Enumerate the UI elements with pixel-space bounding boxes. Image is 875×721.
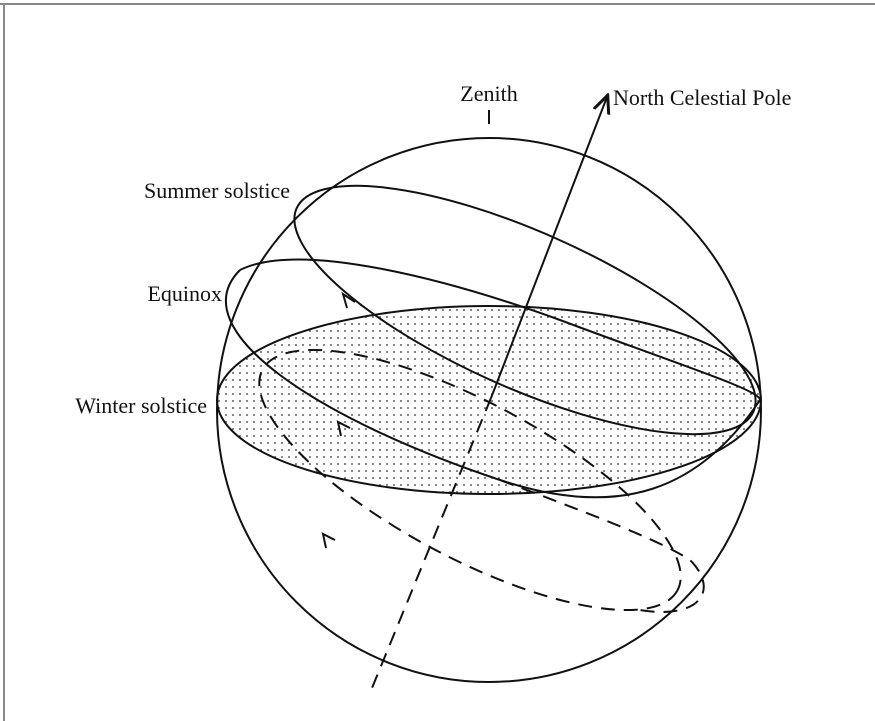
winter-solstice-label: Winter solstice	[75, 393, 207, 418]
direction-arrow	[323, 534, 335, 548]
summer-solstice-label: Summer solstice	[144, 178, 290, 203]
pole-label: North Celestial Pole	[613, 85, 791, 110]
equinox-label: Equinox	[147, 281, 222, 306]
zenith-label: Zenith	[460, 81, 517, 106]
horizon-plane	[217, 306, 761, 494]
diagram: Zenith North Celestial Pole Summer solst…	[0, 0, 875, 721]
equinox-path-lower	[500, 480, 704, 612]
